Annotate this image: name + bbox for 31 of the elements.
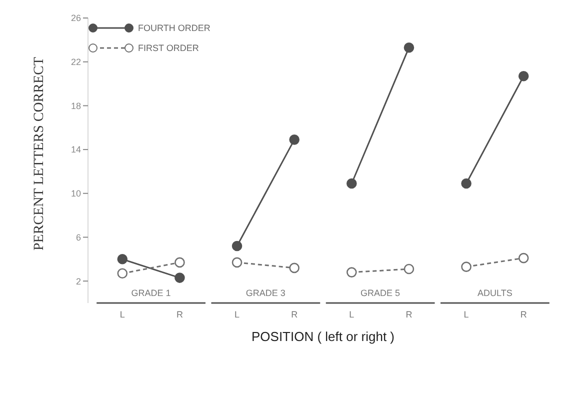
y-tick-label: 22 [70,57,81,68]
x-tick-label: R [176,309,184,320]
x-axis-title: POSITION ( left or right ) [251,329,395,344]
x-tick-label: L [349,309,354,320]
y-tick-label: 14 [70,144,81,155]
point [117,254,128,264]
point [174,272,185,283]
y-tick-label: 2 [76,276,81,286]
x-tick-label: L [120,309,125,320]
y-axis-title: PERCENT LETTERS CORRECT [32,56,47,250]
point [461,262,472,272]
annotation: GRADE 5 [360,288,400,298]
point [518,252,529,264]
x-tick-label: R [291,309,298,320]
legend-label: FOURTH ORDER [138,22,210,35]
point [404,264,414,274]
annotation: GRADE 3 [246,288,286,298]
y-tick-label: 26 [70,13,81,24]
point [174,257,185,268]
x-tick-label: R [406,309,413,320]
annotation: GRADE 1 [131,288,171,298]
x-tick-label: L [234,309,240,320]
y-tick-label: 10 [70,188,81,199]
point [117,268,128,279]
x-tick-label: L [464,309,469,320]
y-tick-label: 18 [70,100,81,111]
point [346,267,357,278]
legend-label: FIRST ORDER [138,42,199,55]
y-tick-label: 6 [76,232,81,242]
annotation: ADULTS [478,288,512,298]
x-tick-label: R [520,309,528,320]
